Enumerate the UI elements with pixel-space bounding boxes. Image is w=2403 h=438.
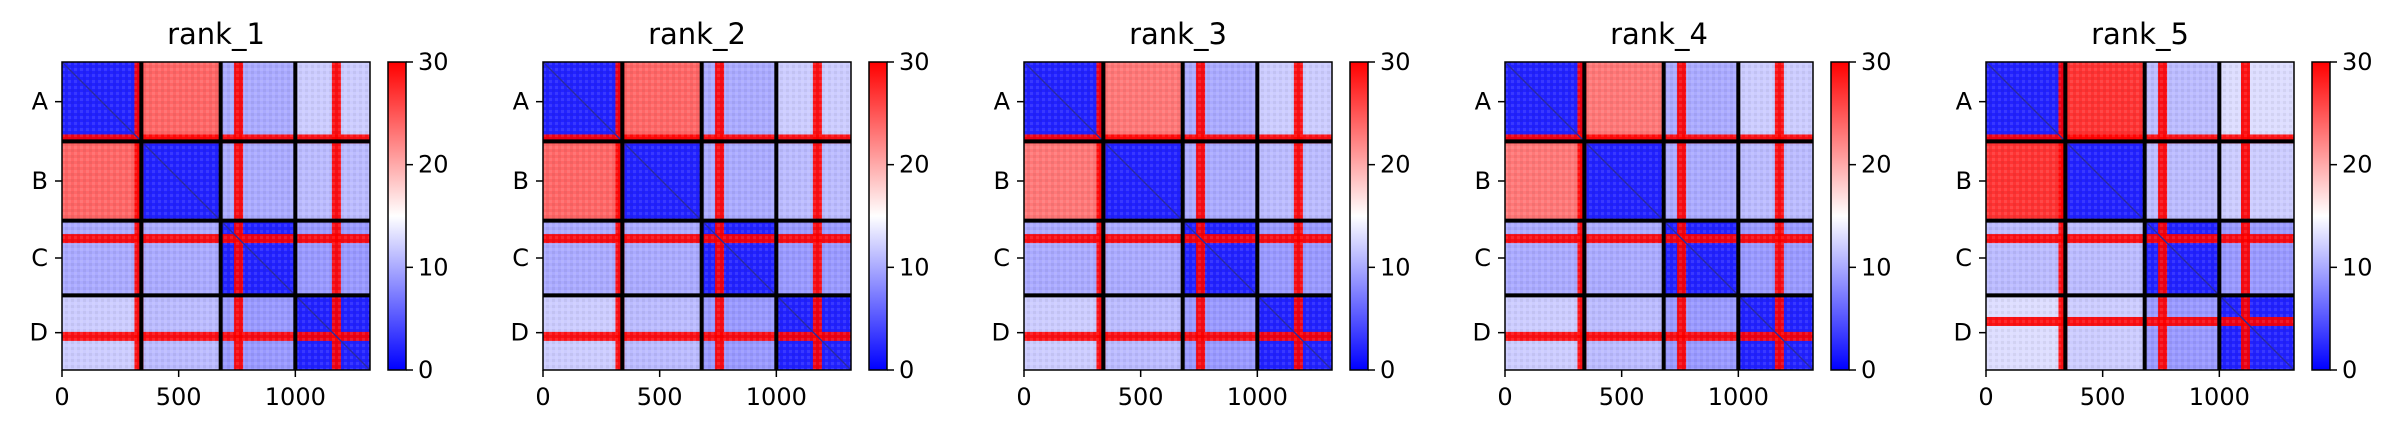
y-tick-label: C [1474,244,1491,272]
x-tick-label: 0 [54,383,69,411]
x-tick-label: 1000 [1227,383,1288,411]
y-tick-label: C [512,244,529,272]
y-tick-label: D [1954,319,1972,347]
x-tick-label: 0 [1497,383,1512,411]
x-tick-label: 1000 [265,383,326,411]
x-tick-label: 500 [156,383,202,411]
colorbar-tick-label: 10 [1861,253,1892,281]
panel-4: rank_4 A B C D 0 500 1000 0 10 20 30 [1473,17,1892,411]
x-tick-label: 0 [1016,383,1031,411]
y-tick-label: A [513,88,530,116]
y-tick-label: B [513,167,529,195]
colorbar-tick-label: 20 [899,151,930,179]
heatmap: A B C D 0 500 1000 [992,61,1333,411]
y-tick-label: D [1473,319,1491,347]
y-tick-label: B [994,167,1010,195]
heatmap-frame [1504,61,1814,371]
x-tick-label: 0 [1978,383,1993,411]
colorbar: 0 10 20 30 [387,48,449,384]
colorbar-tick-label: 30 [1861,48,1892,76]
colorbar-frame [1349,61,1369,371]
panel-1: rank_1 A B C D 0 500 1000 0 10 20 30 [30,17,449,411]
diagonal-line [1985,61,2295,371]
panel-3: rank_3 A B C D 0 500 1000 0 10 20 30 [992,17,1411,411]
colorbar-tick-label: 20 [2342,151,2373,179]
y-tick-label: A [1475,88,1492,116]
colorbar-tick-label: 20 [1861,151,1892,179]
colorbar-gradient [2312,62,2330,370]
y-tick-label: B [1475,167,1491,195]
colorbar-frame [1830,61,1850,371]
heatmap-frame [61,61,371,371]
colorbar: 0 10 20 30 [868,48,930,384]
x-tick-label: 500 [1599,383,1645,411]
colorbar-tick-label: 0 [2342,356,2357,384]
y-tick-label: C [31,244,48,272]
y-tick-label: A [1956,88,1973,116]
y-tick-label: A [32,88,49,116]
heatmap-frame [542,61,852,371]
x-tick-label: 1000 [1708,383,1769,411]
panel-title: rank_5 [2091,17,2189,51]
diagonal-line [1023,61,1333,371]
panel-title: rank_4 [1610,17,1708,51]
colorbar-frame [868,61,888,371]
x-tick-label: 1000 [2189,383,2250,411]
y-tick-label: D [992,319,1010,347]
diagonal-line [1504,61,1814,371]
colorbar-tick-label: 30 [1380,48,1411,76]
heatmap: A B C D 0 500 1000 [1473,61,1814,411]
x-tick-label: 500 [1118,383,1164,411]
colorbar-tick-label: 30 [418,48,449,76]
x-tick-label: 1000 [746,383,807,411]
heatmap: A B C D 0 500 1000 [1954,61,2295,411]
x-tick-label: 0 [535,383,550,411]
x-tick-label: 500 [2080,383,2126,411]
colorbar-gradient [869,62,887,370]
colorbar-frame [387,61,407,371]
diagonal-line [542,61,852,371]
colorbar-tick-label: 10 [418,253,449,281]
y-tick-label: A [994,88,1011,116]
colorbar-tick-label: 0 [1861,356,1876,384]
heatmap-frame [1985,61,2295,371]
colorbar: 0 10 20 30 [2311,48,2373,384]
colorbar-gradient [388,62,406,370]
colorbar-tick-label: 20 [1380,151,1411,179]
colorbar-tick-label: 10 [1380,253,1411,281]
y-tick-label: D [511,319,529,347]
heatmap: A B C D 0 500 1000 [511,61,852,411]
colorbar-tick-label: 30 [2342,48,2373,76]
y-tick-label: B [32,167,48,195]
panel-title: rank_3 [1129,17,1227,51]
panel-5: rank_5 A B C D 0 500 1000 0 10 20 30 [1954,17,2373,411]
heatmap: A B C D 0 500 1000 [30,61,371,411]
colorbar: 0 10 20 30 [1830,48,1892,384]
panel-2: rank_2 A B C D 0 500 1000 0 10 20 30 [511,17,930,411]
heatmap-frame [1023,61,1333,371]
x-tick-label: 500 [637,383,683,411]
y-tick-label: B [1956,167,1972,195]
diagonal-line [61,61,371,371]
colorbar-tick-label: 10 [899,253,930,281]
colorbar-tick-label: 20 [418,151,449,179]
y-tick-label: C [1955,244,1972,272]
colorbar-tick-label: 0 [899,356,914,384]
colorbar-tick-label: 30 [899,48,930,76]
panel-title: rank_2 [648,17,746,51]
panel-title: rank_1 [167,17,265,51]
colorbar-tick-label: 0 [1380,356,1395,384]
colorbar-tick-label: 10 [2342,253,2373,281]
colorbar-gradient [1831,62,1849,370]
y-tick-label: C [993,244,1010,272]
y-tick-label: D [30,319,48,347]
colorbar-gradient [1350,62,1368,370]
colorbar-frame [2311,61,2331,371]
colorbar: 0 10 20 30 [1349,48,1411,384]
colorbar-tick-label: 0 [418,356,433,384]
